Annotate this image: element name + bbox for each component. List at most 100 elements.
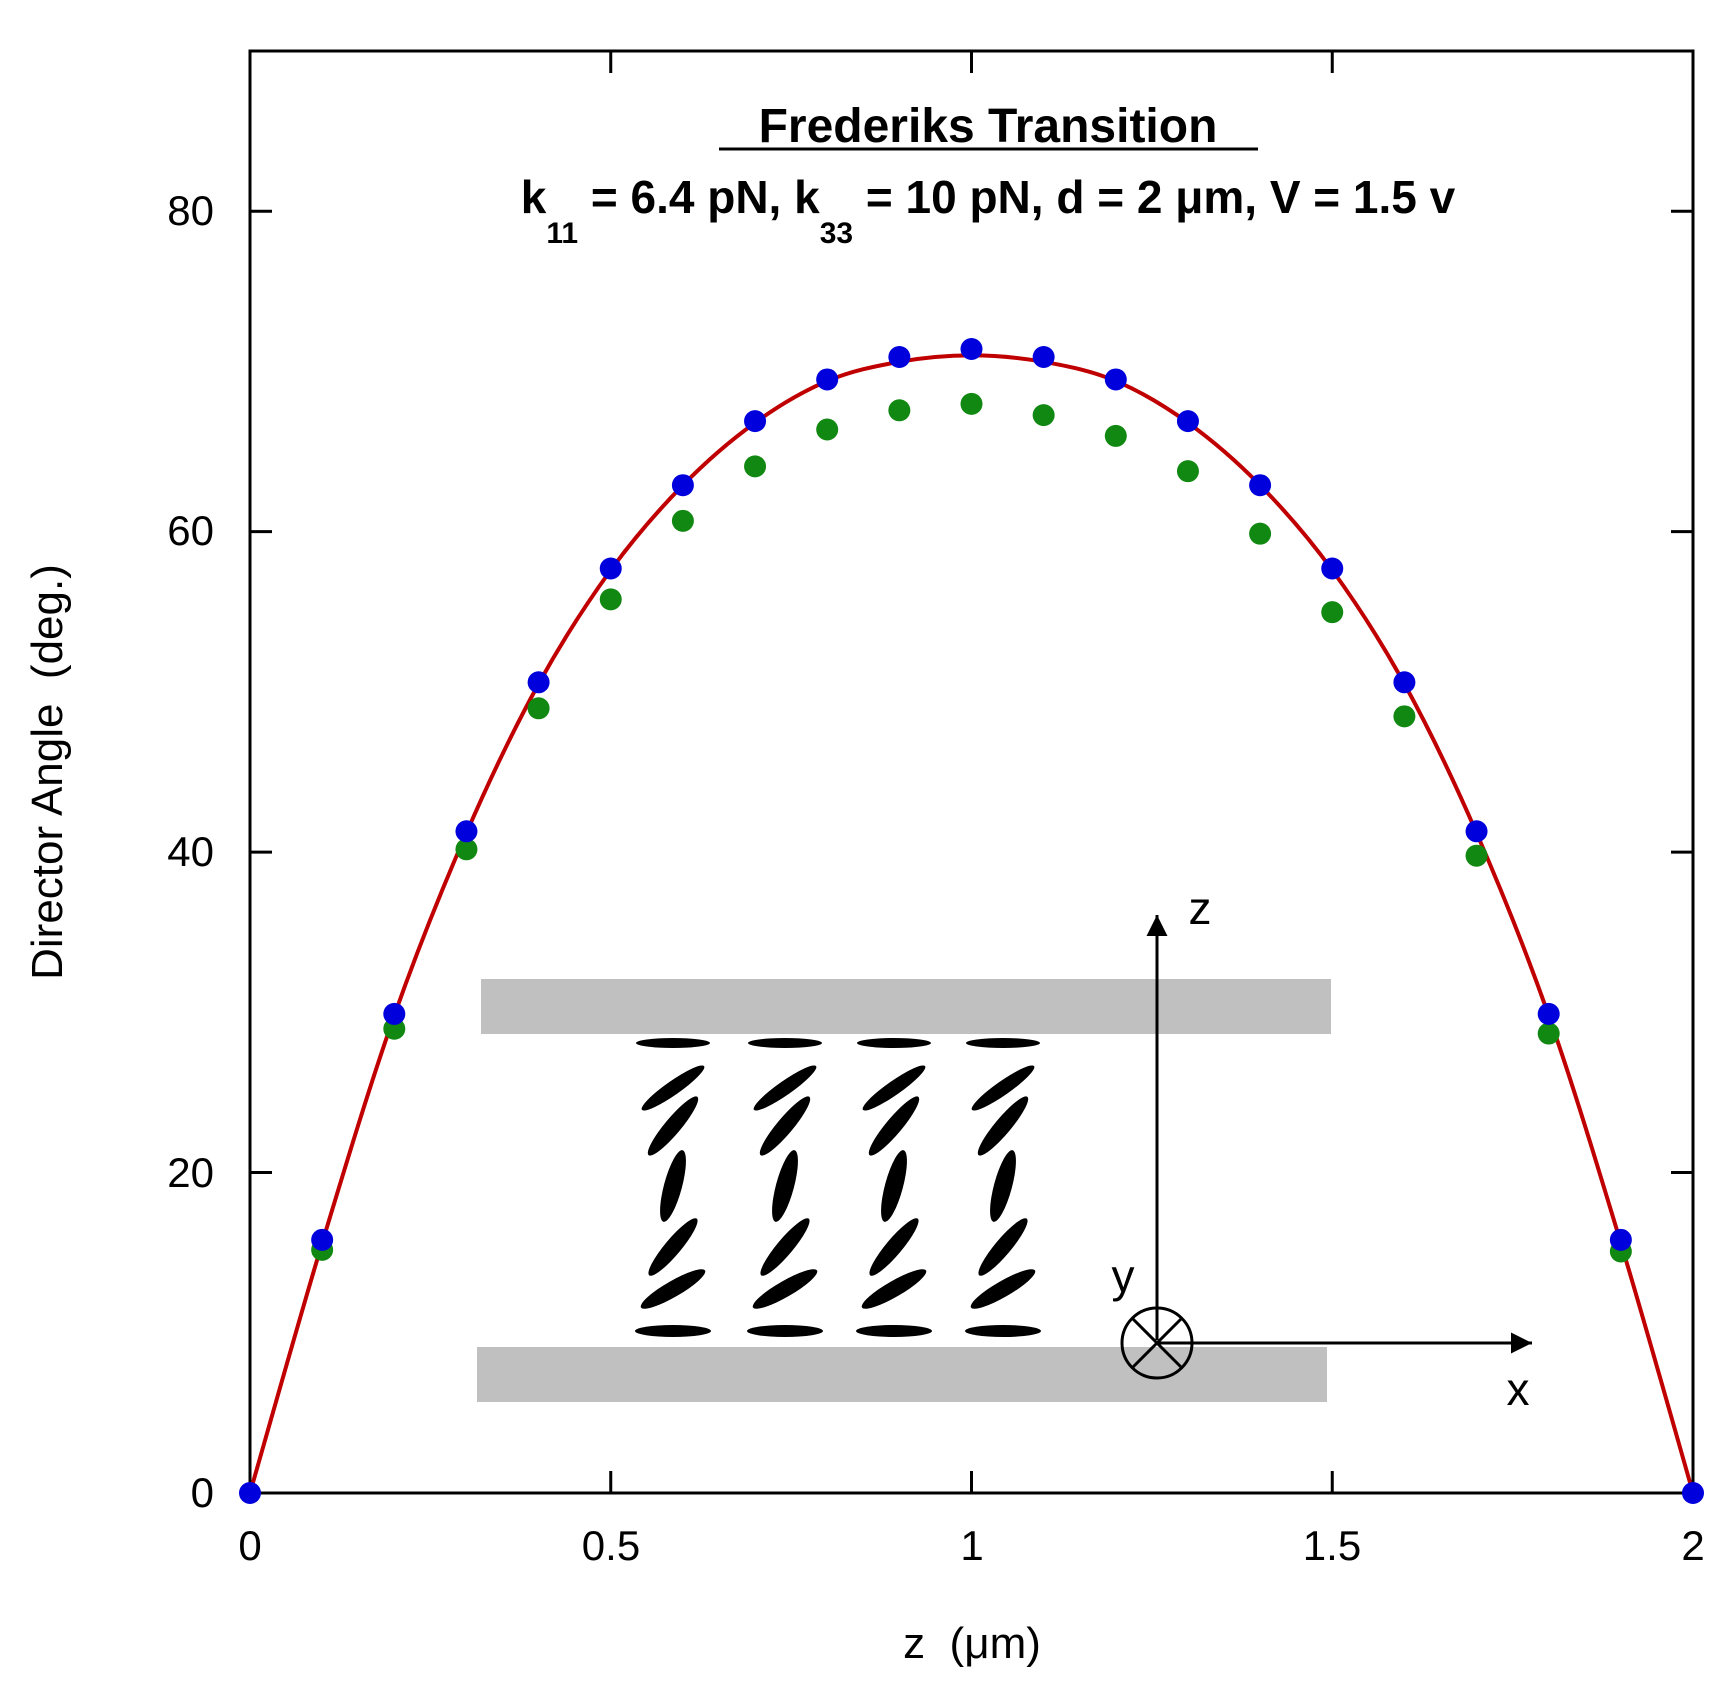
blue-point	[671, 474, 694, 497]
green-point	[1249, 522, 1272, 545]
inset-molecule	[648, 1218, 698, 1276]
inset-molecule	[772, 1150, 798, 1222]
inset-molecule	[640, 1269, 706, 1309]
blue-point	[1609, 1228, 1632, 1251]
subtitle-k2: k	[794, 171, 820, 223]
blue-point	[1249, 474, 1272, 497]
green-point	[1465, 844, 1488, 867]
inset-molecule	[747, 1325, 823, 1337]
inset-schematic: z y x	[477, 882, 1532, 1415]
blue-point	[1465, 820, 1488, 843]
inset-molecules	[635, 1038, 1041, 1337]
y-tick-labels: 0 20 40 60 80	[167, 187, 214, 1516]
y-tick-label-40: 40	[167, 828, 214, 875]
inset-bottom-plate	[477, 1347, 1327, 1402]
blue-point	[1393, 671, 1416, 694]
blue-point	[239, 1482, 261, 1504]
inset-molecule	[977, 1096, 1029, 1156]
x-tick-label-2: 2	[1681, 1522, 1704, 1569]
blue-point	[960, 338, 983, 361]
subtitle-k1: k	[521, 171, 547, 223]
blue-point	[1032, 346, 1055, 369]
green-point	[1176, 460, 1199, 483]
blue-point	[599, 557, 622, 580]
inset-molecule	[869, 1218, 919, 1276]
subtitle-k1-value: = 6.4 pN,	[578, 171, 794, 223]
y-tick-label-20: 20	[167, 1149, 214, 1196]
inset-molecule	[635, 1325, 711, 1337]
inset-molecule	[753, 1065, 817, 1111]
green-point	[671, 509, 694, 532]
blue-point	[311, 1228, 334, 1251]
y-axis-title: Director Angle (deg.)	[23, 564, 72, 980]
inset-molecule	[965, 1325, 1041, 1337]
green-point	[888, 399, 911, 422]
x-tick-label-0.5: 0.5	[582, 1522, 640, 1569]
inset-molecule	[978, 1218, 1028, 1276]
inset-top-plate	[481, 979, 1331, 1034]
inset-y-cross-2	[1131, 1317, 1183, 1369]
blue-point	[744, 410, 767, 433]
y-tick-label-80: 80	[167, 187, 214, 234]
inset-molecule	[881, 1150, 907, 1222]
inset-molecule	[971, 1065, 1035, 1111]
blue-point	[1104, 368, 1127, 391]
inset-y-label: y	[1112, 1250, 1135, 1302]
inset-x-label: x	[1507, 1363, 1530, 1415]
inset-molecule	[752, 1269, 818, 1309]
blue-point	[816, 368, 839, 391]
inset-molecule	[862, 1065, 926, 1111]
blue-point	[1537, 1002, 1560, 1025]
axis-ticks	[248, 51, 1695, 1495]
x-axis-title: z (μm)	[903, 1619, 1041, 1668]
blue-point	[455, 820, 478, 843]
x-tick-label-0: 0	[238, 1522, 261, 1569]
blue-points-layer	[239, 338, 1704, 1504]
plot-frame	[248, 49, 1695, 1495]
green-point	[455, 838, 478, 861]
fit-curve-layer	[248, 353, 1695, 1494]
inset-molecule	[990, 1150, 1016, 1222]
x-tick-label-1: 1	[960, 1522, 983, 1569]
green-points-layer	[311, 392, 1632, 1263]
inset-molecule	[641, 1065, 705, 1111]
green-point	[1321, 601, 1344, 624]
green-point	[1393, 705, 1416, 728]
inset-molecule	[857, 1038, 931, 1048]
green-point	[1032, 404, 1055, 427]
green-point	[527, 697, 550, 720]
y-tick-label-0: 0	[191, 1469, 214, 1516]
green-point	[744, 455, 767, 478]
inset-molecule	[861, 1269, 927, 1309]
inset-molecule	[759, 1096, 811, 1156]
inset-molecule	[966, 1038, 1040, 1048]
x-tick-labels: 0 0.5 1 1.5 2	[238, 1522, 1704, 1569]
inset-y-axis-symbol	[1120, 1306, 1194, 1380]
blue-point	[527, 671, 550, 694]
inset-molecule	[868, 1096, 920, 1156]
blue-point	[1682, 1482, 1704, 1504]
green-point	[1537, 1022, 1560, 1045]
inset-molecule	[647, 1096, 699, 1156]
subtitle-k2-sub: 33	[820, 217, 853, 250]
green-point	[960, 392, 983, 415]
blue-point	[888, 346, 911, 369]
green-point	[599, 588, 622, 611]
blue-point	[1176, 410, 1199, 433]
inset-molecule	[636, 1038, 710, 1048]
green-point	[1104, 424, 1127, 447]
inset-molecule	[748, 1038, 822, 1048]
y-tick-label-60: 60	[167, 507, 214, 554]
blue-point	[1321, 557, 1344, 580]
inset-molecule	[660, 1150, 686, 1222]
inset-molecule	[970, 1269, 1036, 1309]
blue-point	[383, 1002, 406, 1025]
inset-z-label: z	[1189, 882, 1212, 934]
subtitle-k1-sub: 11	[546, 217, 578, 250]
chart-subtitle: k11 = 6.4 pN, k33 = 10 pN, d = 2 μm, V =…	[521, 171, 1456, 250]
inset-molecule	[760, 1218, 810, 1276]
subtitle-k2-value: = 10 pN, d = 2 μm, V = 1.5 v	[853, 171, 1456, 223]
chart-title: Frederiks Transition	[759, 100, 1218, 153]
fit-curve-line	[248, 353, 1695, 1494]
